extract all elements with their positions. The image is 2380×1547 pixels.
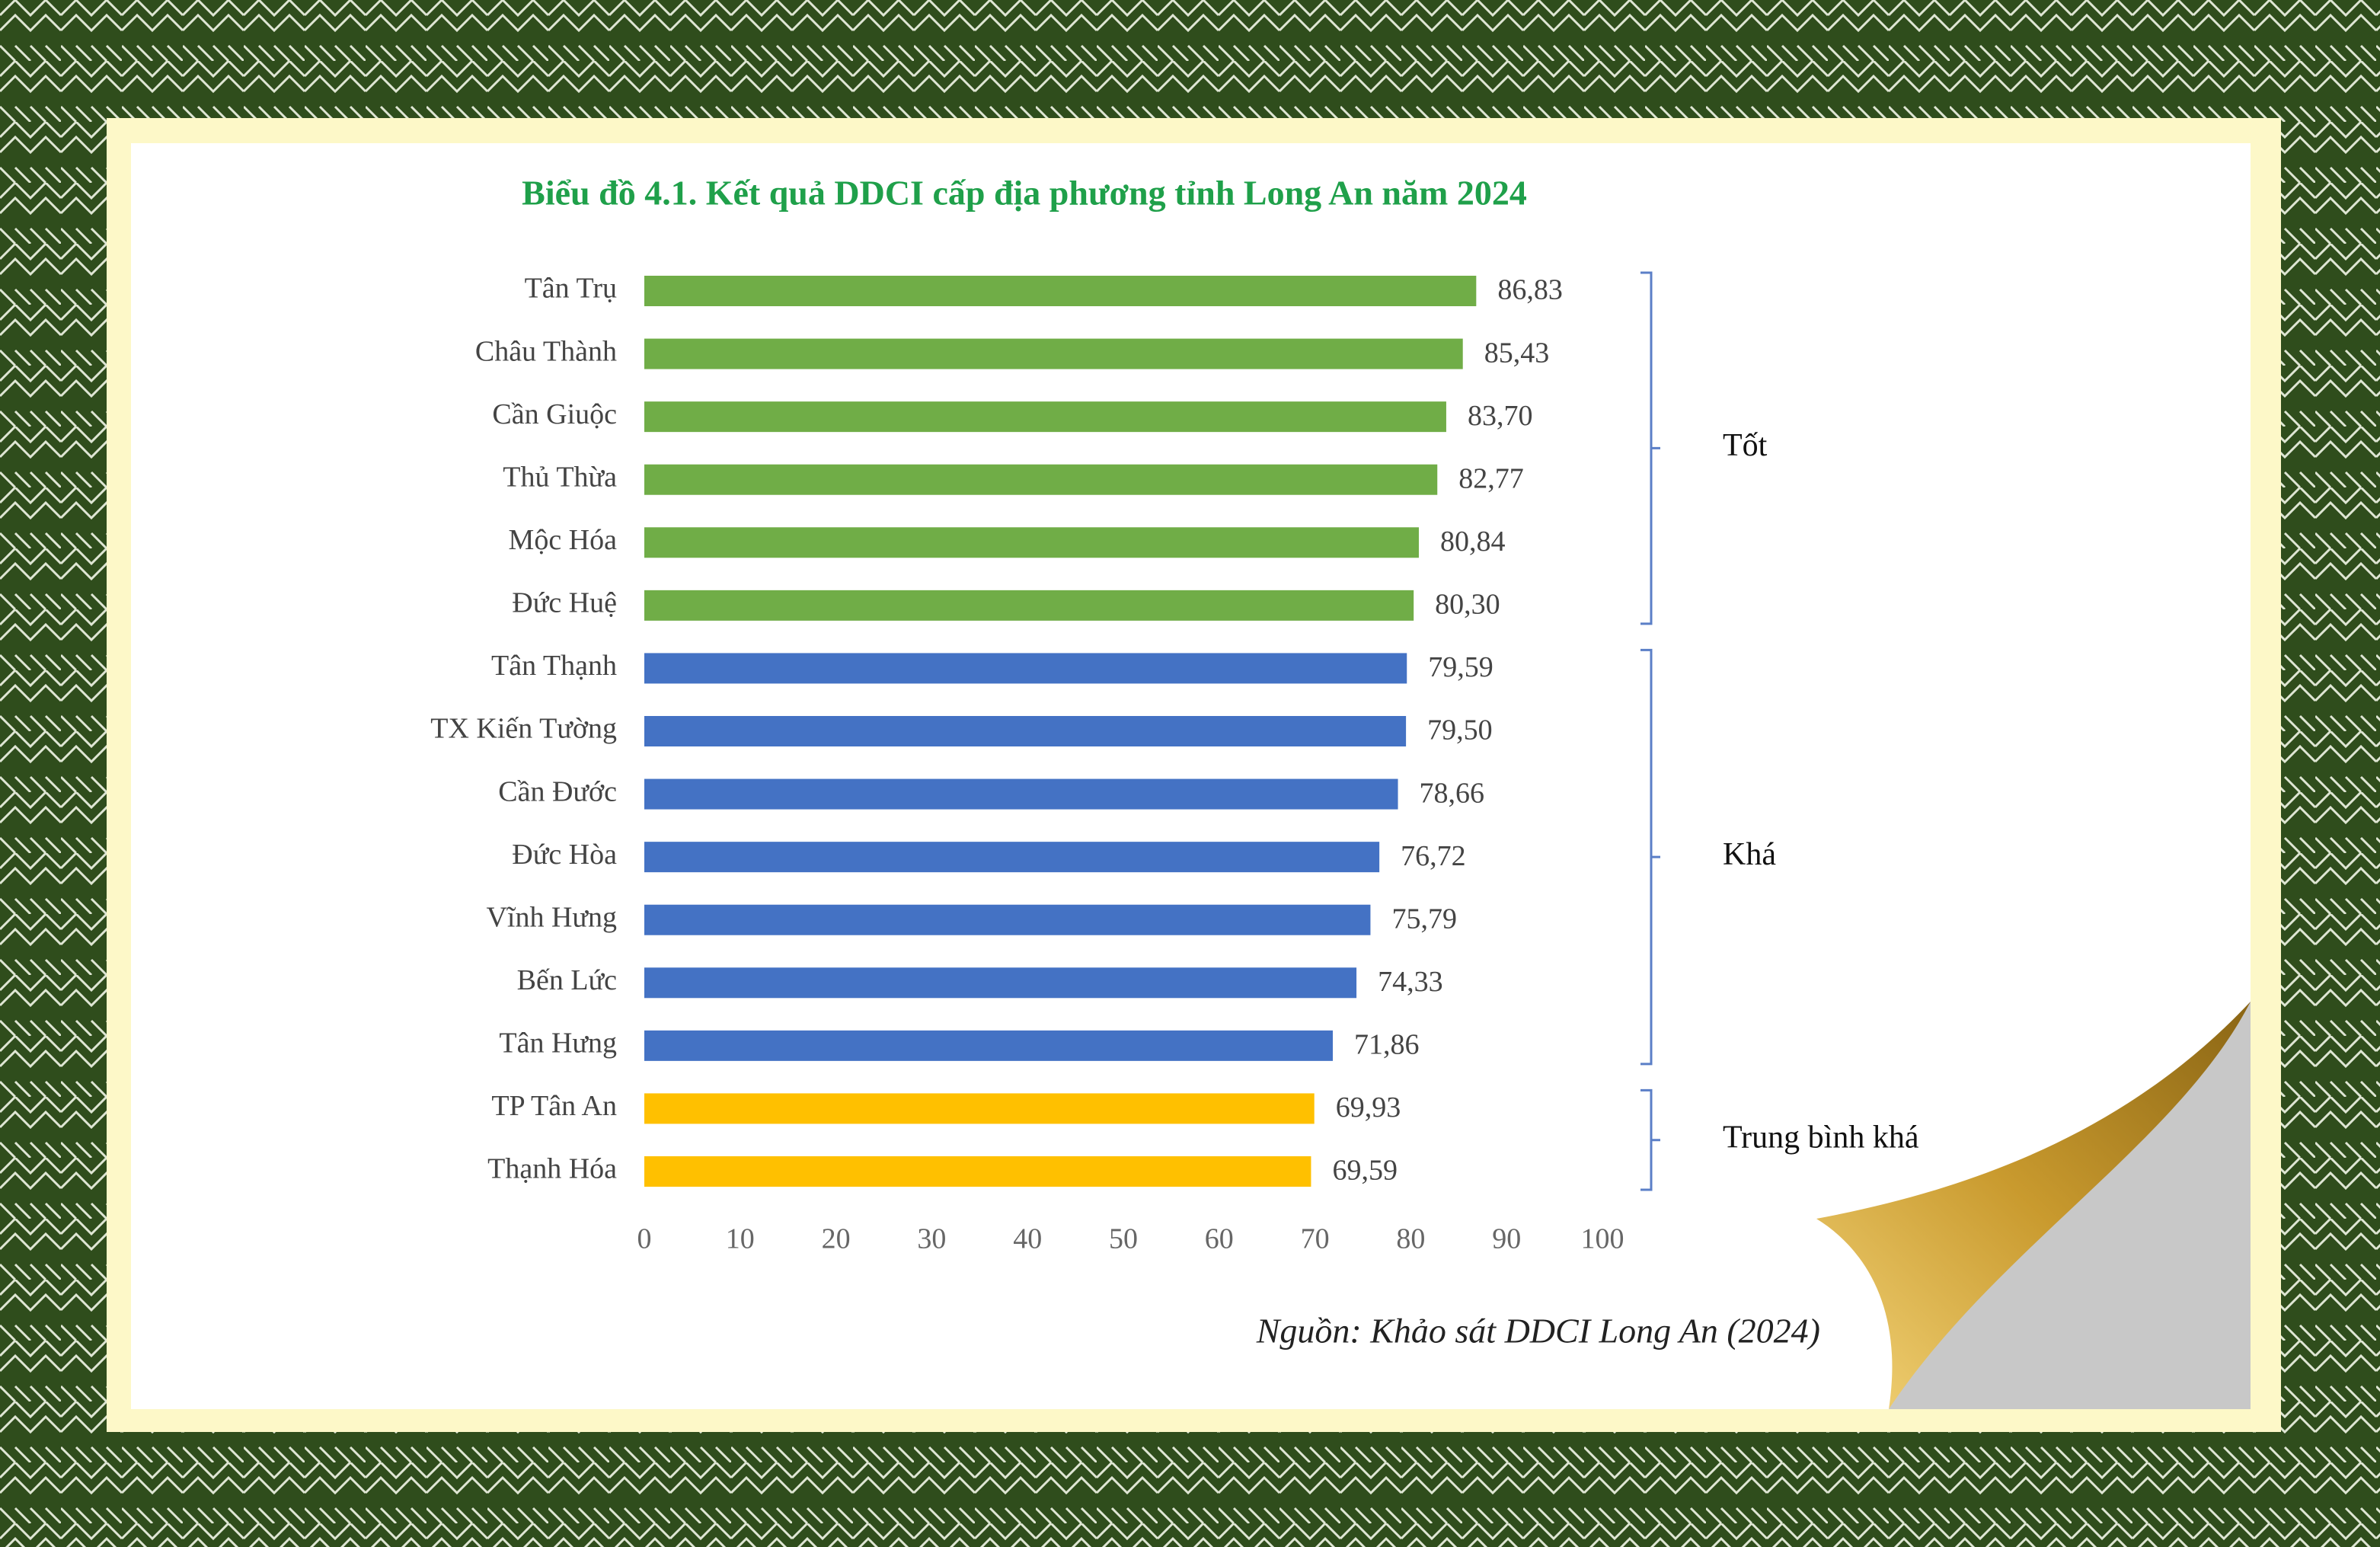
y-tick-label: Thạnh Hóa (487, 1153, 617, 1185)
group-bracket (1640, 1088, 1660, 1191)
value-label: 69,59 (1332, 1155, 1398, 1187)
value-label: 80,30 (1435, 589, 1500, 621)
bar (644, 904, 1371, 935)
bar (644, 338, 1463, 369)
value-label: 76,72 (1401, 840, 1466, 872)
x-tick-label: 20 (822, 1223, 851, 1255)
bar (644, 1156, 1311, 1187)
value-label: 83,70 (1468, 400, 1533, 432)
group-bracket (1640, 271, 1660, 625)
x-tick-label: 40 (1013, 1223, 1042, 1255)
x-tick-label: 50 (1109, 1223, 1138, 1255)
group-label: Trung bình khá (1723, 1120, 1919, 1155)
bar (644, 276, 1477, 306)
x-tick-label: 80 (1396, 1223, 1425, 1255)
y-tick-label: Tân Trụ (525, 273, 617, 305)
bar (644, 653, 1407, 684)
value-label: 78,66 (1420, 777, 1485, 809)
group-label: Tốt (1723, 428, 1768, 463)
chart-title: Biểu đồ 4.1. Kết quả DDCI cấp địa phương… (522, 174, 1527, 213)
value-label: 71,86 (1354, 1029, 1420, 1061)
value-label: 82,77 (1458, 462, 1524, 494)
value-label: 79,59 (1428, 651, 1493, 683)
bar (644, 716, 1407, 746)
y-tick-label: Châu Thành (475, 335, 617, 367)
bar (644, 401, 1446, 433)
x-tick-label: 100 (1581, 1223, 1624, 1255)
y-tick-label: Cần Đước (498, 775, 617, 807)
value-label: 75,79 (1391, 903, 1457, 935)
bar (644, 967, 1357, 999)
bar (644, 590, 1414, 621)
group-label: Khá (1723, 837, 1776, 872)
x-tick-label: 10 (726, 1223, 755, 1255)
value-label: 79,50 (1427, 714, 1493, 746)
bar (644, 1030, 1333, 1061)
value-label: 86,83 (1497, 274, 1562, 306)
y-tick-label: Mộc Hóa (509, 524, 618, 556)
bar (644, 527, 1419, 558)
y-tick-label: Vĩnh Hưng (486, 901, 617, 933)
y-tick-label: Tân Hưng (499, 1028, 617, 1060)
y-tick-label: Đức Hòa (512, 839, 617, 871)
bar (644, 1093, 1315, 1124)
bar (644, 842, 1380, 873)
page-curl (1816, 1002, 2251, 1409)
x-tick-label: 90 (1492, 1223, 1521, 1255)
y-tick-label: TX Kiến Tường (430, 713, 617, 745)
value-label: 85,43 (1484, 337, 1550, 369)
x-tick-label: 0 (637, 1223, 652, 1255)
value-label: 69,93 (1336, 1092, 1401, 1123)
x-tick-label: 30 (917, 1223, 946, 1255)
bar (644, 778, 1398, 810)
group-bracket (1640, 648, 1660, 1066)
value-label: 74,33 (1378, 966, 1443, 998)
x-tick-label: 60 (1205, 1223, 1234, 1255)
y-tick-label: Bến Lức (517, 964, 617, 996)
source-note: Nguồn: Khảo sát DDCI Long An (2024) (1256, 1312, 1820, 1350)
y-tick-label: Cần Giuộc (492, 398, 617, 430)
value-label: 80,84 (1440, 526, 1506, 558)
y-tick-label: Tân Thạnh (491, 650, 617, 682)
y-tick-label: Đức Huệ (512, 587, 617, 619)
x-tick-label: 70 (1301, 1223, 1330, 1255)
bar (644, 464, 1438, 495)
y-tick-label: TP Tân An (491, 1090, 617, 1122)
y-tick-label: Thủ Thừa (503, 461, 617, 493)
